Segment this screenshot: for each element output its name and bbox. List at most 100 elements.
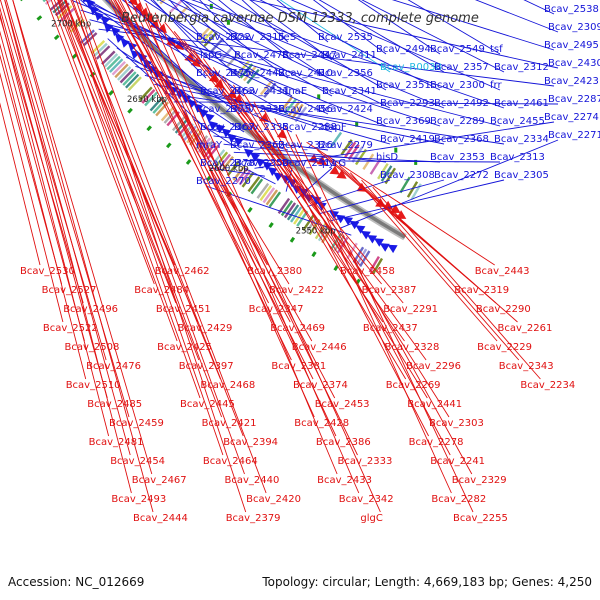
forward-leader-line bbox=[191, 0, 505, 109]
forward-leader-line bbox=[259, 0, 441, 91]
cog-stripe-forward bbox=[305, 216, 318, 234]
cog-stripe-reverse bbox=[406, 181, 419, 198]
reverse-leader-line bbox=[274, 118, 473, 475]
reverse-leader-line bbox=[60, 0, 198, 323]
cog-stripe-forward bbox=[238, 169, 252, 186]
cog-stripe-forward bbox=[152, 98, 167, 114]
cog-stripe-reverse bbox=[239, 63, 254, 79]
forward-leader-line bbox=[180, 0, 445, 109]
reverse-gene-arrow bbox=[144, 13, 155, 23]
accession-text: Accession: NC_012669 bbox=[8, 575, 144, 589]
cog-stripe-forward bbox=[111, 60, 126, 76]
forward-gene-label: Bcav_2424 bbox=[318, 104, 373, 115]
forward-gene-arrow bbox=[142, 59, 152, 69]
reverse-gene-label: Bcav_2328 bbox=[385, 342, 440, 353]
forward-leader-line bbox=[158, 0, 333, 97]
reverse-leader-line bbox=[0, 54, 63, 285]
forward-leader-line bbox=[213, 135, 329, 151]
reverse-gene-label: Bcav_2394 bbox=[223, 437, 278, 448]
forward-gene-label: Bcav_2368 bbox=[434, 134, 489, 145]
cog-stripe-forward bbox=[235, 167, 249, 184]
forward-leader-line bbox=[89, 19, 501, 127]
reverse-gene-label: Bcav_2347 bbox=[249, 304, 304, 315]
cog-stripe-reverse bbox=[329, 131, 343, 148]
reverse-gene-label: Bcav_2255 bbox=[453, 513, 508, 524]
forward-gene-arrow bbox=[120, 38, 130, 48]
reverse-leader-line bbox=[64, 0, 223, 418]
cog-stripe-forward bbox=[106, 55, 121, 71]
cog-stripe-reverse bbox=[200, 28, 215, 44]
reverse-leader-line bbox=[75, 0, 247, 513]
reverse-leader-line bbox=[5, 0, 130, 418]
cog-stripe-forward bbox=[127, 76, 142, 92]
cog-stripe-forward bbox=[259, 184, 273, 202]
forward-leader-line bbox=[290, 0, 501, 91]
forward-gene-label: Bcav_2309 bbox=[548, 22, 600, 33]
forward-gene-label: Bcav_2312 bbox=[494, 62, 549, 73]
gc-marker bbox=[414, 159, 418, 165]
forward-gene-arrow bbox=[89, 5, 99, 16]
forward-gene-label: Bcav_2419 bbox=[380, 134, 435, 145]
cog-stripe-forward bbox=[117, 66, 132, 81]
cog-stripe-forward bbox=[293, 208, 306, 225]
reverse-leader-line bbox=[0, 30, 85, 342]
forward-gene-arrow bbox=[379, 243, 390, 252]
forward-gene-label: Bcav_2362 bbox=[230, 140, 285, 151]
gene-leader-lines bbox=[0, 0, 559, 513]
reverse-leader-line bbox=[349, 172, 498, 342]
forward-gene-label: Bcav_2326 bbox=[278, 140, 333, 151]
cog-stripe-reverse bbox=[362, 153, 375, 170]
forward-leader-line bbox=[121, 0, 245, 97]
forward-gene-label: Bcav_R0038 bbox=[380, 62, 442, 73]
gc-marker bbox=[36, 15, 43, 21]
cog-stripe-forward bbox=[138, 86, 153, 102]
cog-stripe-forward bbox=[206, 144, 220, 160]
cog-stripe-reverse bbox=[203, 31, 218, 47]
forward-leader-line bbox=[144, 74, 391, 145]
reverse-leader-line bbox=[4, 0, 131, 456]
forward-gene-label: Bcav_2322 bbox=[196, 32, 251, 43]
reverse-leader-line bbox=[372, 186, 541, 380]
forward-leader-line bbox=[154, 83, 445, 145]
cog-stripe-forward bbox=[256, 182, 270, 199]
reverse-gene-label: Bcav_2496 bbox=[63, 304, 118, 315]
gc-marker bbox=[394, 147, 398, 153]
forward-gene-label: Bcav_2456 bbox=[278, 104, 333, 115]
forward-gene-arrow bbox=[349, 220, 360, 230]
cog-stripe-reverse bbox=[210, 37, 224, 53]
reverse-gene-arrow bbox=[259, 112, 270, 123]
forward-leader-line bbox=[207, 0, 329, 79]
cog-stripe-forward bbox=[101, 50, 116, 65]
gc-marker bbox=[166, 142, 172, 149]
reverse-leader-line bbox=[46, 0, 155, 285]
forward-gene-label: ispG bbox=[200, 50, 222, 61]
cog-stripe-reverse bbox=[263, 82, 277, 99]
forward-gene-label: Bcav_2494 bbox=[376, 44, 431, 55]
forward-gene-label: Bcav_2311 bbox=[282, 158, 337, 169]
cog-stripe-forward bbox=[283, 202, 297, 219]
reverse-leader-line bbox=[0, 43, 87, 380]
forward-gene-label: Bcav_2271 bbox=[548, 130, 600, 141]
cog-stripe-forward bbox=[125, 73, 140, 89]
reverse-leader-line bbox=[12, 0, 153, 475]
reverse-gene-label: Bcav_2522 bbox=[43, 323, 98, 334]
cog-stripe-forward bbox=[268, 191, 282, 208]
reverse-gene-label: Bcav_2467 bbox=[132, 475, 187, 486]
gc-marker bbox=[317, 94, 321, 100]
reverse-leader-line bbox=[57, 0, 201, 399]
gc-marker bbox=[289, 236, 296, 243]
reverse-leader-line bbox=[0, 102, 41, 266]
forward-gene-label: Bcav_2274 bbox=[544, 112, 599, 123]
forward-leader-line bbox=[249, 0, 559, 69]
forward-leader-line bbox=[135, 65, 333, 133]
cog-stripe-forward bbox=[122, 71, 137, 86]
reverse-gene-label: Bcav_2278 bbox=[409, 437, 464, 448]
forward-gene-arrow bbox=[221, 128, 232, 138]
reverse-gene-label: Bcav_2454 bbox=[110, 456, 165, 467]
reverse-leader-line bbox=[253, 101, 429, 437]
forward-gene-label: Bcav_2411 bbox=[322, 50, 377, 61]
reverse-gene-label: Bcav_2269 bbox=[386, 380, 441, 391]
forward-leader-line bbox=[173, 101, 559, 105]
